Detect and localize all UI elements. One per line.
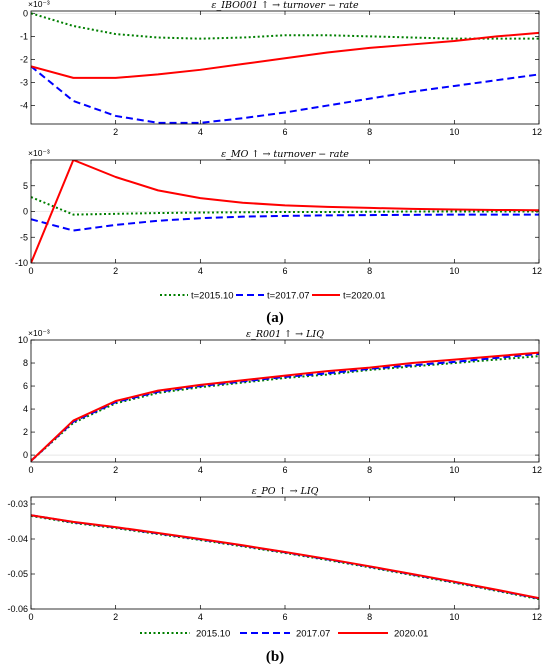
x-tick-label: 8 [367,266,372,276]
axis-frame [30,159,540,264]
x-tick-label: 4 [198,465,203,475]
y-tick-label: -0.05 [7,569,28,579]
y-tick-label: 4 [23,404,28,414]
x-tick-label: 10 [449,266,459,276]
chart-title: ε_PO ↑ → LIQ [252,486,319,497]
sublabel-b: (b) [266,649,284,665]
x-tick-label: 4 [198,127,203,137]
y-tick-label: -2 [20,54,28,64]
legend-a-label-1: t=2015.10 [191,291,234,302]
axis-frame [30,496,540,610]
y-tick-label: -4 [20,101,28,111]
y-tick-label: -1 [20,31,28,41]
x-tick-label: 10 [449,465,459,475]
chart-panel-4: -0.03 -0.04 -0.05 -0.060 2 4 6 8 10 12 ε_PO ↑ → LI… [7,486,542,622]
exponent-label: ×10⁻³ [28,328,50,338]
chart-panel-3: 10 8 6 4 2 00 2 4 6 8 10 12 ε_R001 ↑ → LIQ ×10⁻³ [18,328,542,475]
series-line-1 [31,196,539,216]
series-line-1 [31,12,539,40]
y-tick-label: 10 [18,335,28,345]
x-tick-label: 10 [449,127,459,137]
y-tick-label: -5 [20,232,28,242]
x-tick-label: 2 [113,266,118,276]
series-line-2 [31,65,539,124]
legend-b: 2015.10 2017.07 2020.01 [140,629,428,640]
legend-b-label-3: 2020.01 [394,629,428,640]
y-tick-label: 5 [23,181,28,191]
x-tick-label: 4 [198,612,203,622]
y-tick-label: -0.06 [7,604,28,614]
x-tick-label: 2 [113,465,118,475]
x-tick-label: 8 [367,612,372,622]
exponent-label: ×10⁻³ [28,0,50,9]
legend-b-label-1: 2015.10 [196,629,230,640]
y-tick-label: 0 [23,207,28,217]
x-tick-label: 12 [532,465,542,475]
x-tick-label: 2 [113,127,118,137]
plot-area [31,11,539,124]
x-tick-label: 0 [28,612,33,622]
chart-title: ε_MO ↑ → turnover − rate [221,149,349,160]
legend-a: t=2015.10 t=2017.07 t=2020.01 [149,285,399,305]
legend-a-label-2: t=2017.07 [267,291,310,302]
y-tick-label: -0.03 [7,499,28,509]
x-tick-label: 6 [282,465,287,475]
x-tick-label: 12 [532,127,542,137]
series-line-2 [31,352,539,462]
x-tick-label: 8 [367,127,372,137]
chart-panel-1: 0 -1 -2 -3 -4 2 4 6 8 10 12 ε_IBO001 ↑ → turnover −… [20,0,542,137]
y-tick-label: -10 [15,258,28,268]
chart-panels: 0 -1 -2 -3 -4 2 4 6 8 10 12 ε_IBO001 ↑ → turnover −… [7,0,542,622]
x-tick-label: 0 [28,465,33,475]
series-line-3 [31,31,539,79]
legend-a-box [149,285,399,305]
y-tick-label: 0 [23,8,28,18]
y-tick-label: 8 [23,358,28,368]
axis-frame [30,339,540,463]
x-tick-label: 12 [532,612,542,622]
sublabel-a: (a) [266,310,284,326]
series-line-2 [31,213,539,232]
chart-title: ε_R001 ↑ → LIQ [246,329,324,340]
x-tick-label: 6 [282,127,287,137]
series-line-3 [31,514,539,600]
x-tick-label: 2 [113,612,118,622]
x-tick-label: 8 [367,465,372,475]
y-tick-label: -3 [20,77,28,87]
y-tick-label: 6 [23,381,28,391]
x-tick-label: 6 [282,266,287,276]
legend-a-label-3: t=2020.01 [343,291,386,302]
x-tick-label: 0 [28,266,33,276]
chart-panel-2: 50-5-100 2 4 6 8 10 12ε_MO ↑ → turnover − rate… [15,148,542,276]
y-tick-label: -0.04 [7,534,28,544]
series-line-3 [31,351,539,462]
series-line-3 [31,160,539,263]
y-tick-label: 2 [23,427,28,437]
x-tick-label: 4 [198,266,203,276]
legend-b-label-2: 2017.07 [296,629,330,640]
axis-frame [30,10,540,125]
exponent-label: ×10⁻³ [28,148,50,158]
series-line-1 [31,355,539,462]
chart-title: ε_IBO001 ↑ → turnover − rate [211,0,359,11]
x-tick-label: 12 [532,266,542,276]
x-tick-label: 6 [282,612,287,622]
x-tick-label: 10 [449,612,459,622]
y-tick-label: 0 [23,450,28,460]
